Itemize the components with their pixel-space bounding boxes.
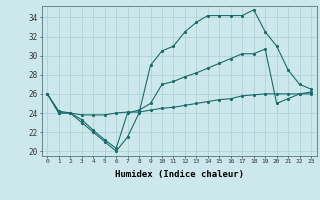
- X-axis label: Humidex (Indice chaleur): Humidex (Indice chaleur): [115, 170, 244, 179]
